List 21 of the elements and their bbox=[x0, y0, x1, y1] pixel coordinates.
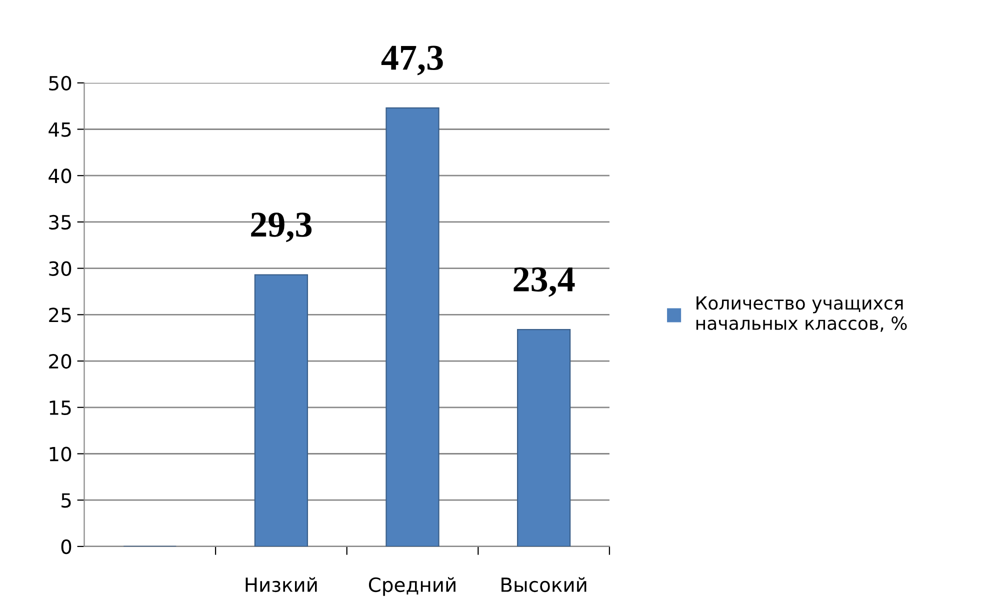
bar bbox=[386, 107, 440, 546]
y-tick-label: 0 bbox=[61, 539, 72, 554]
y-tick-label: 35 bbox=[49, 214, 71, 230]
x-tick-label: Средний bbox=[368, 577, 456, 596]
data-label: 29,3 bbox=[251, 212, 312, 242]
legend-label: Количество учащихся начальных классов, % bbox=[696, 296, 907, 332]
y-tick-label: 20 bbox=[49, 354, 72, 369]
data-label: 47,3 bbox=[381, 46, 443, 76]
y-tick-label: 40 bbox=[48, 168, 72, 184]
x-tick-label: Низкий bbox=[246, 577, 317, 592]
y-tick-label: 10 bbox=[50, 446, 72, 462]
y-tick-label: 50 bbox=[49, 76, 72, 91]
data-label: 23,4 bbox=[514, 267, 575, 297]
x-tick-label: Высокий bbox=[502, 577, 586, 592]
bar bbox=[516, 328, 571, 546]
y-tick-label: 25 bbox=[49, 308, 71, 322]
y-tick-label: 30 bbox=[49, 261, 72, 276]
y-tick-label: 45 bbox=[48, 122, 71, 137]
y-tick-label: 15 bbox=[50, 400, 71, 416]
bar bbox=[254, 274, 308, 546]
y-tick-label: 5 bbox=[62, 493, 71, 508]
